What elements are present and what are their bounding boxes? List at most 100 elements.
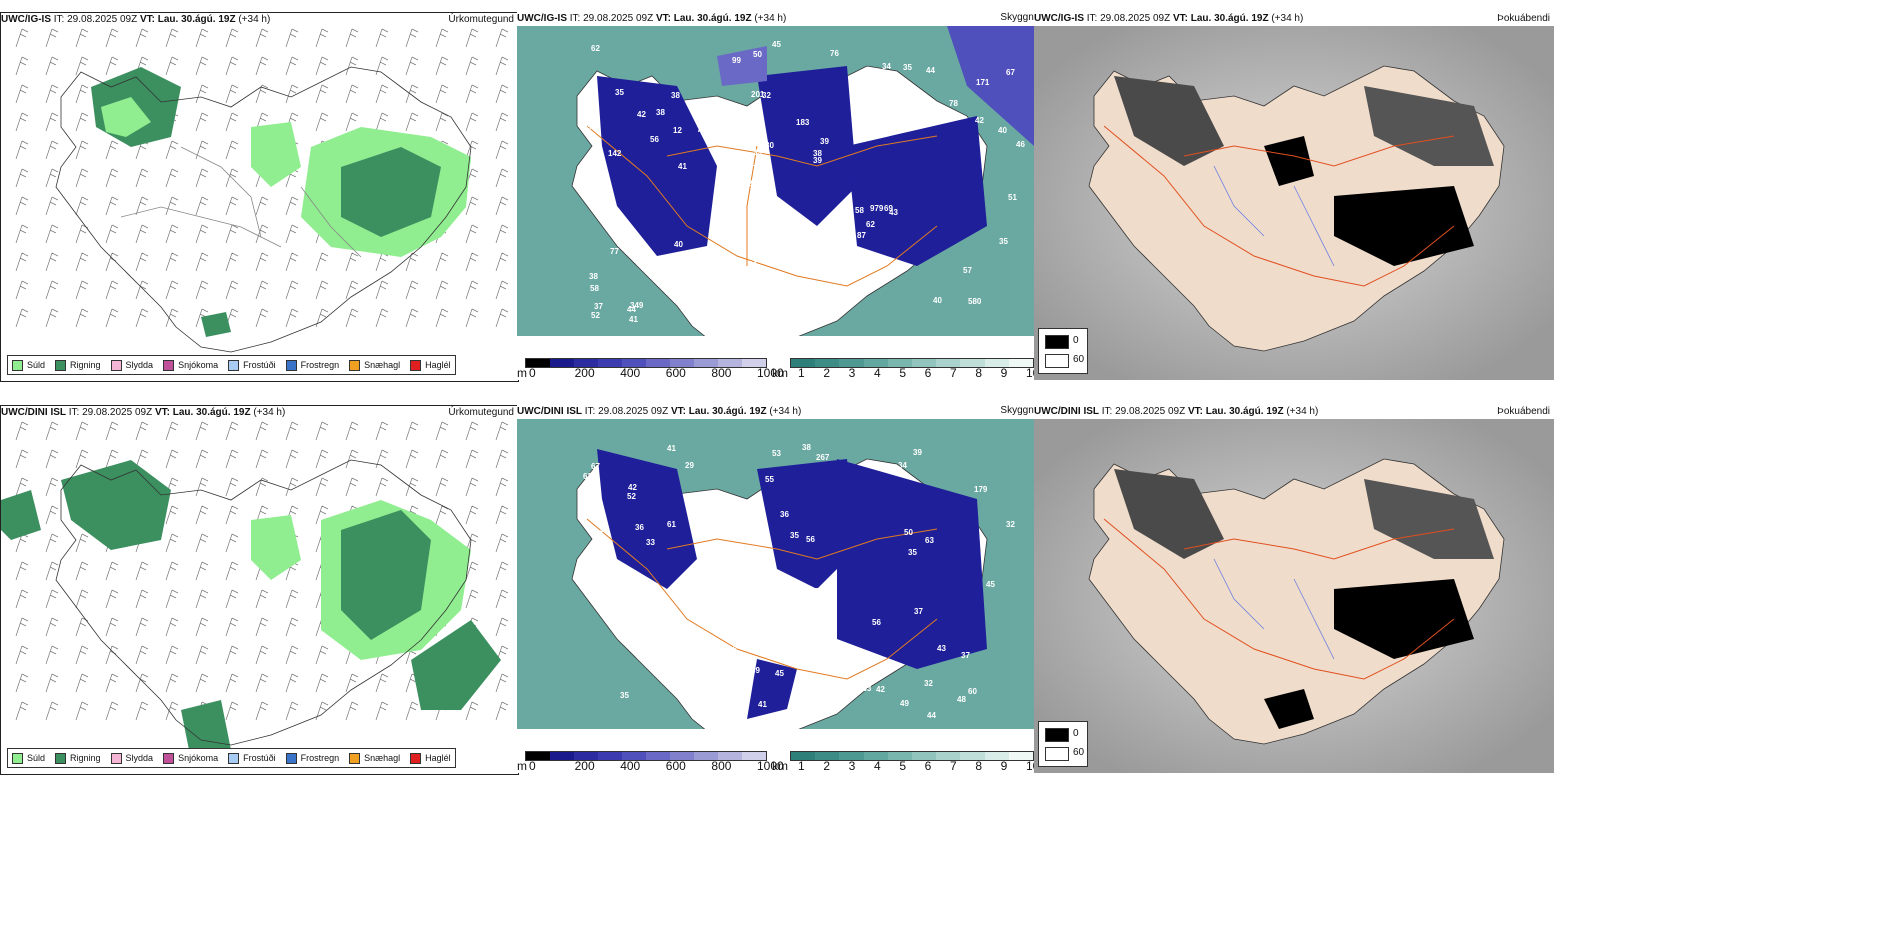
visibility-value-label: 42 [876, 685, 885, 694]
visibility-value-label: 45 [690, 700, 699, 709]
cloud-panel-row2: UWC/DINI ISL IT: 29.08.2025 09Z VT: Lau.… [1034, 405, 1554, 773]
wind-barb [195, 477, 209, 497]
wind-barb [105, 196, 119, 216]
visibility-value-label: 58 [855, 206, 864, 215]
wind-barb [165, 645, 179, 665]
visibility-value-label: 39 [820, 137, 829, 146]
visibility-value-label: 179 [974, 485, 988, 494]
colorbar-tick: 200 [574, 759, 595, 773]
visibility-value-label: 979 [870, 204, 884, 213]
wind-barb [165, 140, 179, 160]
wind-barb [495, 421, 509, 441]
visibility-value-label: 46 [1016, 140, 1025, 149]
wind-barb [105, 56, 119, 76]
wind-barb [15, 449, 29, 469]
visibility-value-label: 67 [591, 462, 600, 471]
panel-title: Úrkomutegund [448, 407, 514, 418]
wind-barb [375, 421, 389, 441]
road-network [586, 518, 938, 680]
visibility-value-label: 33 [646, 538, 655, 547]
visibility-value-label: 48 [957, 695, 966, 704]
wind-barb [195, 252, 209, 272]
panel-header: UWC/DINI ISL IT: 29.08.2025 09Z VT: Lau.… [517, 406, 802, 417]
legend-swatch [55, 359, 67, 371]
wind-barb [405, 252, 419, 272]
visibility-colorbar-km: km 12345678910 [772, 358, 1034, 380]
visibility-colorbar-m: m 0 200 400 600 800 1000 [517, 358, 784, 380]
visibility-value-label: 35 [615, 88, 624, 97]
wind-barb [165, 308, 179, 328]
wind-barb [435, 84, 449, 104]
wind-barb [45, 140, 59, 160]
wind-barb [465, 477, 479, 497]
colorbar-tick: 600 [665, 366, 686, 380]
legend-swatch [163, 752, 175, 764]
wind-barb [465, 112, 479, 132]
visibility-value-label: 44 [927, 711, 936, 720]
wind-barb [45, 84, 59, 104]
cloud-panel-row1: UWC/IG-IS IT: 29.08.2025 09Z VT: Lau. 30… [1034, 12, 1554, 380]
visibility-value-label: 50 [753, 50, 762, 59]
colorbar-tick: 200 [574, 366, 595, 380]
wind-barb [255, 421, 269, 441]
wind-barb [255, 196, 269, 216]
wind-barb [45, 196, 59, 216]
wind-barb [165, 449, 179, 469]
colorbar-segment [694, 359, 718, 367]
colorbar-tick: 9 [1000, 759, 1008, 773]
colorbar-segment [694, 752, 718, 760]
wind-barb [75, 252, 89, 272]
wind-barb [45, 589, 59, 609]
visibility-value-label: 38 [589, 272, 598, 281]
wind-barb [285, 28, 299, 48]
panel-title: Þokuábendi [1497, 406, 1550, 417]
fog-index-map [1034, 419, 1554, 773]
wind-barb [45, 561, 59, 581]
wind-barb [195, 112, 209, 132]
rivers [1213, 558, 1335, 660]
wind-barb [465, 505, 479, 525]
colorbar-tick: 800 [711, 366, 732, 380]
wind-barb [75, 28, 89, 48]
visibility-value-label: 51 [1008, 193, 1017, 202]
colorbar-tick: 1 [798, 759, 805, 773]
road-network [1103, 125, 1455, 287]
colorbar-tick: 400 [620, 759, 641, 773]
precip-map [15, 28, 509, 353]
wind-barb [345, 84, 359, 104]
wind-barb [375, 252, 389, 272]
visibility-value-label: 36 [780, 510, 789, 519]
visibility-value-label: 45 [772, 40, 781, 49]
wind-barb [15, 168, 29, 188]
wind-barb [375, 673, 389, 693]
legend-swatch [285, 359, 297, 371]
colorbar-tick: 3 [848, 759, 856, 773]
visibility-value-label: 183 [710, 123, 724, 132]
visibility-value-label: 35 [903, 63, 912, 72]
wind-barb [465, 56, 479, 76]
visibility-value-label: 60 [968, 687, 977, 696]
wind-barb [75, 449, 89, 469]
colorbar-segment [646, 752, 670, 760]
colorbar-tick: 8 [975, 366, 983, 380]
visibility-value-label: 38 [656, 108, 665, 117]
wind-barb [375, 477, 389, 497]
wind-barb [45, 477, 59, 497]
wind-barb [285, 617, 299, 637]
legend-item: Rigning [55, 752, 101, 764]
visibility-value-label: 166 [623, 241, 637, 250]
legend-swatch [12, 359, 23, 371]
wind-barb [165, 252, 179, 272]
visibility-colorbar-m: m 0 200 400 600 800 1000 [517, 751, 784, 773]
wind-barb [45, 421, 59, 441]
visibility-value-label: 61 [667, 520, 676, 529]
wind-barb [495, 280, 509, 300]
wind-barb [465, 589, 479, 609]
colorbar-tick: 2 [823, 366, 831, 380]
wind-barb [225, 56, 239, 76]
wind-barb [135, 308, 149, 328]
wind-barb [75, 280, 89, 300]
visibility-value-label: 41 [758, 700, 767, 709]
precip-panel-row1: UWC/IG-IS IT: 29.08.2025 09Z VT: Lau. 30… [0, 12, 519, 382]
legend-item: Frostregn [285, 752, 339, 764]
